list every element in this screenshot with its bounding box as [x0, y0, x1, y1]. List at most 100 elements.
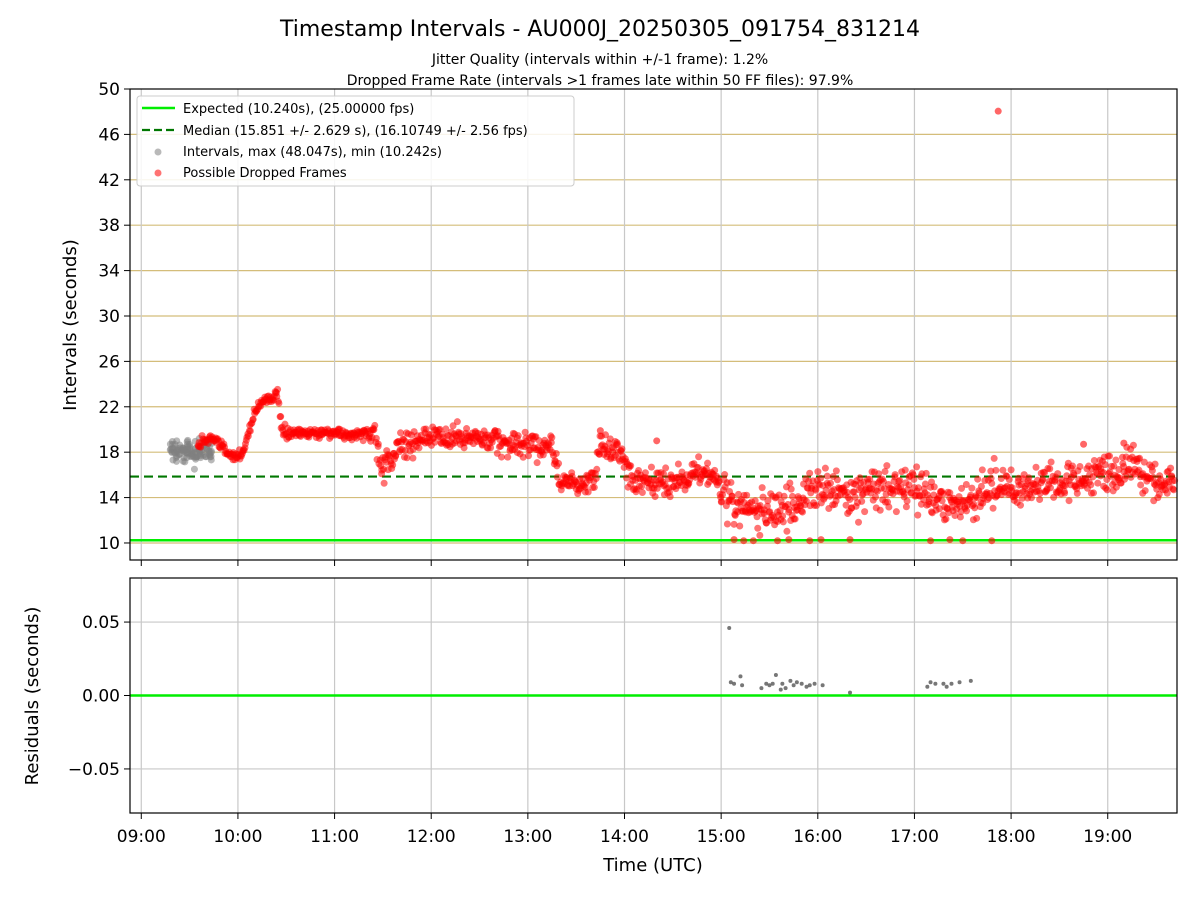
dropped-frame-point [936, 505, 944, 513]
dropped-frame-point [371, 421, 379, 429]
dropped-frame-point [521, 428, 529, 436]
interval-point [169, 456, 177, 464]
dropped-frame-point [780, 492, 788, 500]
dropped-frame-point [903, 497, 911, 505]
dropped-frame-point [1090, 489, 1098, 497]
dropped-frame-point [409, 454, 417, 462]
dropped-frame-point [959, 537, 967, 545]
dropped-frame-point [914, 511, 922, 519]
residual-point [783, 686, 788, 691]
dropped-frame-point [1007, 466, 1015, 474]
dropped-frame-point [498, 453, 506, 461]
residual-point [770, 681, 775, 686]
dropped-frame-point [832, 467, 840, 475]
dropped-frame-point [883, 462, 891, 470]
dropped-frame-point [946, 536, 954, 544]
dropped-frame-point [666, 493, 674, 501]
dropped-frame-point [593, 465, 601, 473]
dropped-frame-point [938, 497, 946, 505]
interval-point [202, 453, 210, 461]
dropped-frame-point [592, 475, 600, 483]
dropped-frame-point [1054, 470, 1062, 478]
dropped-frame-point [1008, 484, 1016, 492]
dropped-frame-point [779, 512, 787, 520]
dropped-frame-point [1005, 476, 1013, 484]
legend-intervals-label: Intervals, max (48.047s), min (10.242s) [183, 145, 442, 160]
dropped-frame-point [275, 399, 283, 407]
dropped-frame-point [374, 440, 382, 448]
residuals-xtick-label: 10:00 [213, 827, 262, 847]
dropped-frame-point [380, 479, 388, 487]
dropped-frame-point [756, 531, 764, 539]
dropped-frame-point [871, 493, 879, 501]
dropped-frame-point [876, 506, 884, 514]
residuals-xtick-label: 18:00 [987, 827, 1036, 847]
dropped-frame-point [415, 444, 423, 452]
dropped-frame-point [1046, 465, 1054, 473]
dropped-frame-point [958, 484, 966, 492]
dropped-frame-point [963, 507, 971, 515]
dropped-frame-point [999, 466, 1007, 474]
dropped-frame-point [842, 501, 850, 509]
dropped-frame-point [711, 466, 719, 474]
interval-point [179, 457, 187, 465]
dropped-frame-point [896, 477, 904, 485]
residuals-ytick-label: 0.00 [82, 687, 120, 707]
dropped-frame-point [519, 453, 527, 461]
dropped-frame-point [788, 492, 796, 500]
dropped-frame-point [962, 480, 970, 488]
dropped-frame-point [994, 107, 1002, 115]
dropped-frame-point [641, 469, 649, 477]
intervals-ytick-label: 34 [98, 262, 120, 282]
dropped-frame-point [1148, 467, 1156, 475]
dropped-frame-point [1076, 462, 1084, 470]
dropped-frame-point [372, 434, 380, 442]
residual-point [941, 681, 946, 686]
dropped-frame-point [846, 536, 854, 544]
residual-point [727, 625, 732, 630]
dropped-frame-point [584, 488, 592, 496]
dropped-frame-point [821, 464, 829, 472]
dropped-frame-point [590, 483, 598, 491]
chart-title: Timestamp Intervals - AU000J_20250305_09… [279, 17, 920, 42]
residuals-ytick-label: −0.05 [68, 760, 120, 780]
dropped-frame-point [647, 463, 655, 471]
residual-point [812, 681, 817, 686]
dropped-frame-point [786, 479, 794, 487]
dropped-frame-point [785, 536, 793, 544]
dropped-frame-point [783, 527, 791, 535]
residuals-xtick-label: 09:00 [117, 827, 166, 847]
dropped-frame-point [638, 489, 646, 497]
residual-point [778, 687, 783, 692]
dropped-frame-point [246, 427, 254, 435]
dropped-frame-point [552, 450, 560, 458]
dropped-frame-point [1025, 474, 1033, 482]
dropped-frame-point [988, 479, 996, 487]
dropped-frame-point [763, 502, 771, 510]
dropped-frame-point [974, 475, 982, 483]
interval-point [207, 449, 215, 457]
dropped-frame-point [754, 524, 762, 532]
dropped-frame-point [704, 459, 712, 467]
dropped-frame-point [1087, 481, 1095, 489]
residual-point [764, 681, 769, 686]
dropped-frame-point [1136, 454, 1144, 462]
dropped-frame-point [843, 488, 851, 496]
dropped-frame-point [555, 459, 563, 467]
residuals-xtick-label: 14:00 [600, 827, 649, 847]
dropped-frame-point [1110, 462, 1118, 470]
dropped-frame-point [727, 478, 735, 486]
residuals-xtick-label: 16:00 [793, 827, 842, 847]
dropped-frame-point [787, 485, 795, 493]
dropped-frame-point [978, 466, 986, 474]
dropped-frame-point [1112, 483, 1120, 491]
residual-point [925, 684, 930, 689]
dropped-frame-point [1140, 458, 1148, 466]
intervals-ytick-label: 38 [98, 216, 120, 236]
dropped-frame-point [901, 466, 909, 474]
dropped-frame-point [758, 484, 766, 492]
dropped-frame-point [920, 496, 928, 504]
legend: Expected (10.240s), (25.00000 fps) Media… [136, 95, 575, 187]
dropped-frame-point [653, 437, 661, 445]
residual-point [848, 690, 853, 695]
